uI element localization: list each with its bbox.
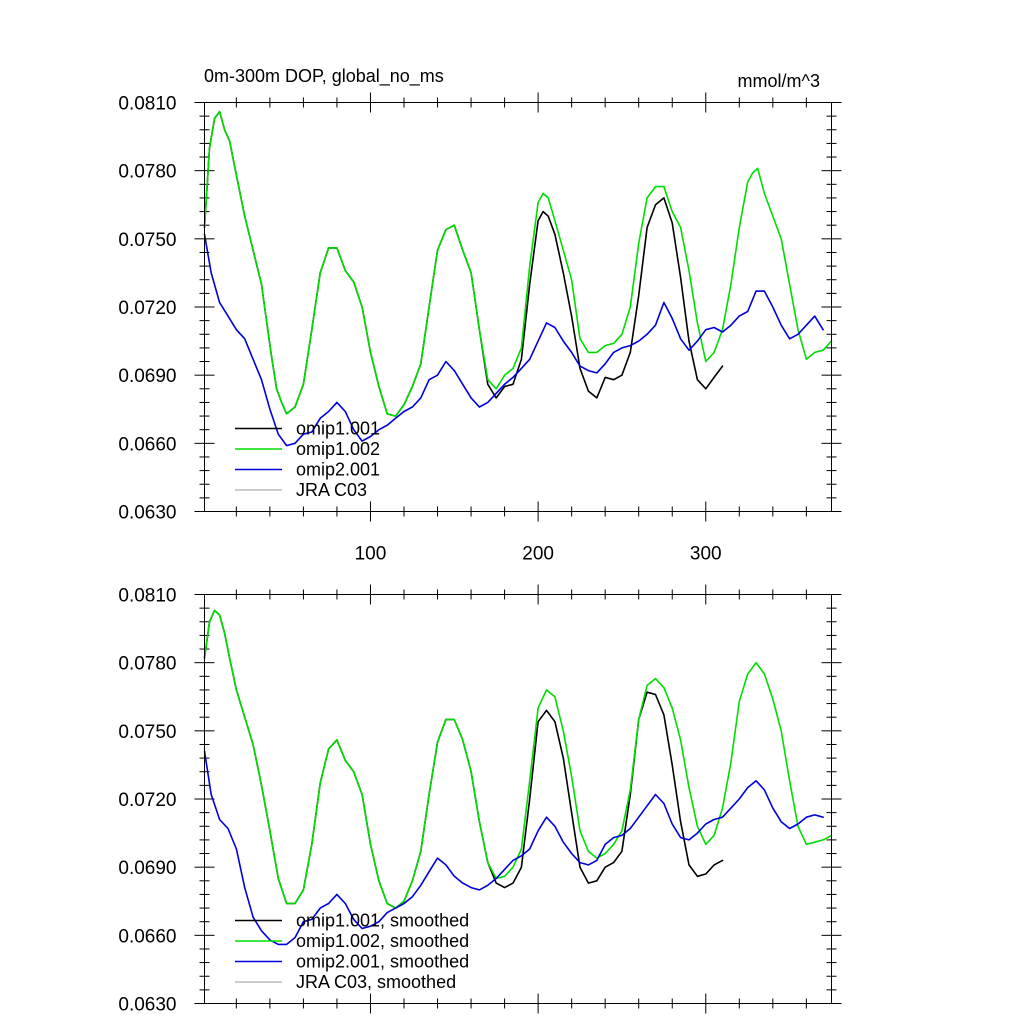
legend-label-omip1-002-smoothed: omip1.002, smoothed bbox=[296, 931, 469, 951]
y-tick-label: 0.0810 bbox=[118, 586, 176, 607]
legend-label-omip2-001: omip2.001 bbox=[296, 460, 380, 480]
legend-entry: omip2.001, smoothed bbox=[235, 952, 469, 972]
y-tick-label: 0.0660 bbox=[118, 926, 176, 947]
y-tick-label: 0.0690 bbox=[118, 366, 176, 387]
legend-entry: JRA C03, smoothed bbox=[235, 972, 456, 992]
legend-label-omip1-001-smoothed: omip1.001, smoothed bbox=[296, 911, 469, 931]
y-tick-label: 0.0810 bbox=[118, 94, 176, 115]
legend-entry: omip1.002, smoothed bbox=[235, 931, 469, 951]
legend-label-jra-c03-smoothed: JRA C03, smoothed bbox=[296, 972, 456, 992]
legend-entry: omip1.001 bbox=[235, 419, 380, 439]
top-chart-frame bbox=[204, 102, 832, 512]
y-tick-label: 0.0660 bbox=[118, 434, 176, 455]
x-tick-label: 200 bbox=[522, 544, 554, 565]
top-chart-x-tick-labels: 100 200 300 bbox=[355, 544, 722, 565]
top-chart-ticks bbox=[194, 92, 842, 522]
y-tick-label: 0.0750 bbox=[118, 722, 176, 743]
legend-entry: omip2.001 bbox=[235, 460, 380, 480]
top-chart-units: mmol/m^3 bbox=[738, 71, 820, 91]
top-chart-legend: omip1.001 omip1.002 omip2.001 JRA C03 bbox=[235, 419, 380, 500]
bottom-chart-legend: omip1.001, smoothed omip1.002, smoothed … bbox=[235, 911, 469, 992]
bottom-chart-frame bbox=[204, 594, 832, 1004]
series-line-omip1-002 bbox=[203, 110, 833, 417]
top-chart-title: 0m-300m DOP, global_no_ms bbox=[204, 66, 444, 87]
series-line-omip2-001 bbox=[203, 233, 824, 447]
top-chart-y-tick-labels: 0.0810 0.0780 0.0750 0.0720 0.0690 0.066… bbox=[118, 94, 176, 524]
y-tick-label: 0.0780 bbox=[118, 654, 176, 675]
legend-label-omip1-002: omip1.002 bbox=[296, 439, 380, 459]
legend-label-jra-c03: JRA C03 bbox=[296, 480, 367, 500]
y-tick-label: 0.0720 bbox=[118, 790, 176, 811]
legend-entry: omip1.002 bbox=[235, 439, 380, 459]
legend-label-omip1-001: omip1.001 bbox=[296, 419, 380, 439]
y-tick-label: 0.0630 bbox=[118, 503, 176, 524]
series-line-omip1-001 bbox=[203, 110, 724, 417]
y-tick-label: 0.0630 bbox=[118, 995, 176, 1016]
bottom-chart-ticks bbox=[194, 584, 842, 1014]
y-tick-label: 0.0720 bbox=[118, 298, 176, 319]
bottom-chart-series bbox=[203, 609, 833, 946]
series-line-omip1-001-smoothed bbox=[203, 609, 724, 909]
y-tick-label: 0.0780 bbox=[118, 162, 176, 183]
legend-label-omip2-001-smoothed: omip2.001, smoothed bbox=[296, 952, 469, 972]
top-chart-series bbox=[203, 110, 833, 447]
bottom-chart-panel: 0.0810 0.0780 0.0750 0.0720 0.0690 0.066… bbox=[118, 584, 842, 1016]
bottom-chart-y-tick-labels: 0.0810 0.0780 0.0750 0.0720 0.0690 0.066… bbox=[118, 586, 176, 1016]
x-tick-label: 300 bbox=[690, 544, 722, 565]
legend-entry: omip1.001, smoothed bbox=[235, 911, 469, 931]
series-line-omip1-002-smoothed bbox=[203, 609, 833, 909]
series-line-omip2-001-smoothed bbox=[203, 750, 824, 946]
top-chart-panel: 0m-300m DOP, global_no_ms mmol/m^3 0.081… bbox=[118, 66, 842, 565]
y-tick-label: 0.0750 bbox=[118, 230, 176, 251]
y-tick-label: 0.0690 bbox=[118, 858, 176, 879]
legend-entry: JRA C03 bbox=[235, 480, 367, 500]
x-tick-label: 100 bbox=[355, 544, 387, 565]
